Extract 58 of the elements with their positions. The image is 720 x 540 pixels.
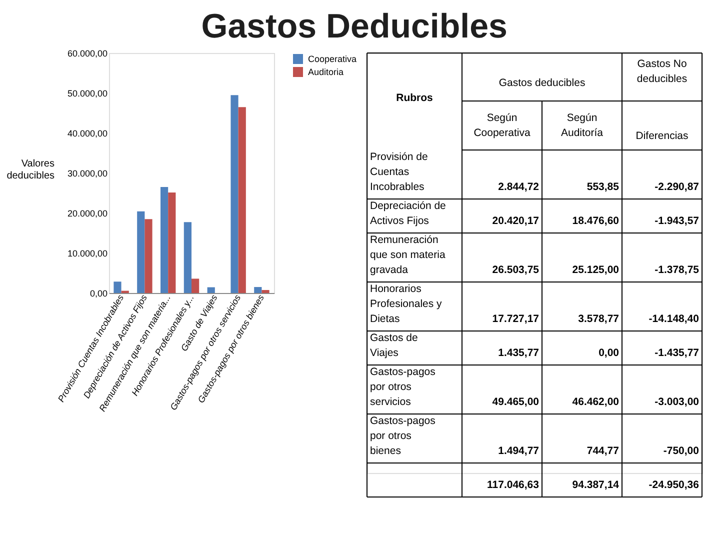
text: Gastos-pagos por otros bienes	[370, 415, 436, 457]
text: Gastos Deducibles	[201, 8, 508, 46]
bar	[114, 282, 122, 293]
text: Gastos deducibles	[498, 77, 586, 89]
text: 46.462,00	[572, 396, 620, 408]
y-tick-label: 40.000,00	[67, 128, 108, 138]
bar	[192, 278, 200, 293]
y-tick-label: 60.000,00	[67, 48, 108, 58]
y-tick-label: 20.000,00	[67, 208, 108, 218]
bar	[184, 222, 192, 293]
text: 26.503,75	[492, 264, 540, 276]
text: 20.420,17	[492, 215, 540, 227]
text: 49.465,00	[492, 396, 540, 408]
text: -24.950,36	[648, 479, 700, 491]
text: Honorarios Profesionales y Dietas	[370, 283, 443, 325]
legend-label: Cooperativa	[308, 54, 357, 64]
bar	[160, 186, 168, 293]
text: -1.943,57	[654, 215, 700, 227]
text: 0,00	[598, 347, 620, 359]
y-tick-label: 30.000,00	[67, 168, 108, 178]
text: 25.125,00	[572, 264, 620, 276]
text: 1.435,77	[498, 347, 540, 359]
text: -1.435,77	[654, 347, 700, 359]
bar	[144, 219, 152, 293]
text: Gastos No deducibles	[636, 58, 688, 85]
text: Diferencias	[636, 130, 688, 142]
text: Rubros	[396, 92, 434, 104]
text: -14.148,40	[648, 313, 700, 325]
text: Provisión de Cuentas Incobrables	[370, 151, 428, 193]
text: Depreciación de Activos Fijos	[370, 200, 446, 227]
text: Según Cooperativa	[474, 112, 530, 139]
text: -750,00	[663, 445, 700, 457]
y-tick-label: 50.000,00	[67, 88, 108, 98]
text: 94.387,14	[572, 479, 620, 491]
bar	[137, 211, 145, 293]
text: Remuneración que son materia gravada	[370, 234, 446, 276]
bar	[207, 287, 215, 293]
text: Según Auditoría	[560, 112, 604, 139]
text: Gastos de Viajes	[370, 332, 418, 359]
bar	[254, 287, 262, 293]
text: 17.727,17	[492, 313, 540, 325]
text: 744,77	[586, 445, 620, 457]
bar	[168, 192, 176, 293]
text: 18.476,60	[572, 215, 620, 227]
bar	[262, 290, 270, 293]
text: 553,85	[586, 181, 620, 193]
text: 3.578,77	[578, 313, 620, 325]
text: 1.494,77	[498, 445, 540, 457]
y-axis-title: Valores deducibles	[6, 158, 54, 182]
text: -3.003,00	[654, 396, 700, 408]
legend-label: Auditoria	[308, 67, 344, 77]
text: -2.290,87	[654, 181, 700, 193]
text: -1.378,75	[654, 264, 700, 276]
bar	[230, 95, 238, 293]
text: 2.844,72	[498, 181, 540, 193]
text: 117.046,63	[487, 479, 540, 491]
y-tick-label: 10.000,00	[67, 248, 108, 258]
bar	[238, 107, 246, 293]
